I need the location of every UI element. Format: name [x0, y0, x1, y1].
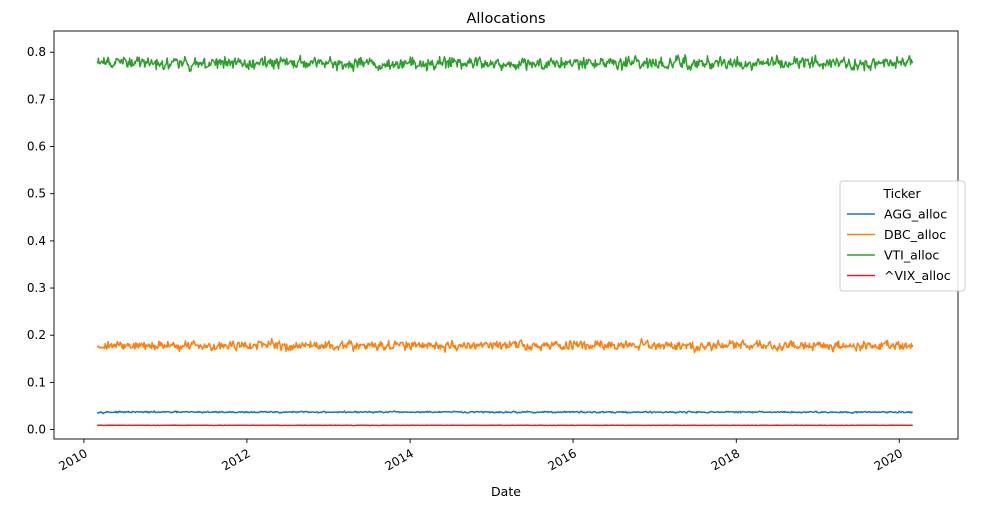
y-tick-label-5: 0.5 [27, 187, 46, 201]
y-tick-label-6: 0.6 [27, 140, 46, 154]
y-tick-label-1: 0.1 [27, 375, 46, 389]
series-line-0 [96, 410, 913, 415]
legend-label-0: AGG_alloc [884, 207, 947, 222]
y-axis: 0.0 0.1 0.2 0.3 0.4 0.5 0.6 0.7 0.8 [27, 45, 54, 437]
y-tick-label-4: 0.4 [27, 234, 46, 248]
legend-title: Ticker [882, 186, 921, 201]
legend-label-1: DBC_alloc [884, 227, 946, 242]
y-tick-label-7: 0.7 [27, 92, 46, 106]
series-line-3 [96, 424, 913, 427]
y-tick-label-0: 0.0 [27, 423, 46, 437]
legend-label-2: VTI_alloc [884, 248, 939, 263]
series-line-1 [96, 337, 914, 354]
x-axis-label: Date [491, 484, 521, 499]
chart-title: Allocations [466, 11, 545, 27]
legend: Ticker AGG_alloc DBC_alloc VTI_alloc ^VIX_a… [839, 180, 966, 292]
y-tick-label-2: 0.2 [27, 328, 46, 342]
legend-items: AGG_alloc DBC_alloc VTI_alloc ^VIX_alloc [847, 207, 951, 283]
legend-box [839, 180, 966, 292]
series-line-2 [96, 54, 914, 73]
y-tick-label-3: 0.3 [27, 281, 46, 295]
y-tick-label-8: 0.8 [27, 45, 46, 59]
legend-label-3: ^VIX_alloc [884, 268, 951, 283]
series-layer [96, 54, 914, 427]
